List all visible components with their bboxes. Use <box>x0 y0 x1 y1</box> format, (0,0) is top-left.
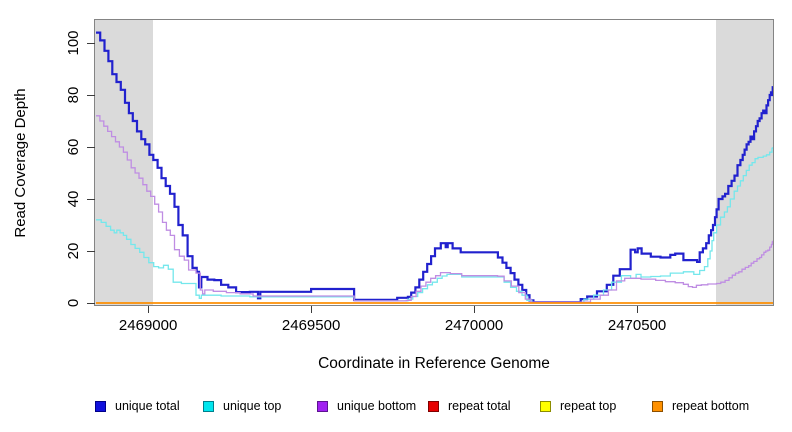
x-tick-label: 2470500 <box>607 317 667 334</box>
y-tick-mark <box>87 302 95 304</box>
y-tick-mark <box>87 146 95 148</box>
shaded-repeat-region <box>95 20 153 305</box>
legend-swatch-icon <box>428 400 439 412</box>
legend-label: unique total <box>115 399 180 413</box>
series-line-unique-total <box>96 31 773 304</box>
y-tick-mark <box>87 94 95 96</box>
legend-label: repeat top <box>560 399 617 413</box>
x-tick-mark <box>310 306 312 313</box>
legend-swatch-icon <box>95 400 106 412</box>
legend-item-unique-total: unique total <box>95 398 180 414</box>
legend-label: unique bottom <box>337 399 417 413</box>
legend-swatch-icon <box>652 400 663 412</box>
x-tick-mark <box>636 306 638 313</box>
y-tick-label: 80 <box>65 86 82 104</box>
legend-swatch-icon <box>203 400 214 412</box>
x-tick-label: 2469000 <box>118 317 178 334</box>
plot-area <box>94 19 774 306</box>
legend-item-repeat-bottom: repeat bottom <box>652 398 749 414</box>
legend-item-unique-bottom: unique bottom <box>317 398 416 414</box>
shaded-repeat-region <box>716 20 773 305</box>
y-tick-mark <box>87 250 95 252</box>
y-axis-title: Read Coverage Depth <box>12 88 29 238</box>
legend-item-unique-top: unique top <box>203 398 281 414</box>
plot-canvas <box>95 20 773 305</box>
legend-label: repeat bottom <box>672 399 750 413</box>
legend-label: repeat total <box>448 399 511 413</box>
y-tick-label: 0 <box>65 298 82 308</box>
x-tick-mark <box>147 306 149 313</box>
y-tick-mark <box>87 198 95 200</box>
x-tick-label: 2469500 <box>281 317 341 334</box>
y-tick-label: 40 <box>65 190 82 208</box>
y-tick-mark <box>87 42 95 44</box>
legend-item-repeat-top: repeat top <box>540 398 616 414</box>
y-tick-label: 20 <box>65 242 82 260</box>
y-tick-label: 60 <box>65 138 82 156</box>
x-tick-mark <box>473 306 475 313</box>
legend-swatch-icon <box>540 400 551 412</box>
legend-swatch-icon <box>317 400 328 412</box>
x-axis-title: Coordinate in Reference Genome <box>318 355 550 372</box>
series-line-unique-bottom <box>96 115 773 303</box>
legend-item-repeat-total: repeat total <box>428 398 511 414</box>
legend-label: unique top <box>223 399 282 413</box>
x-tick-label: 2470000 <box>444 317 504 334</box>
y-tick-label: 100 <box>65 30 82 56</box>
series-line-unique-top <box>96 147 773 303</box>
